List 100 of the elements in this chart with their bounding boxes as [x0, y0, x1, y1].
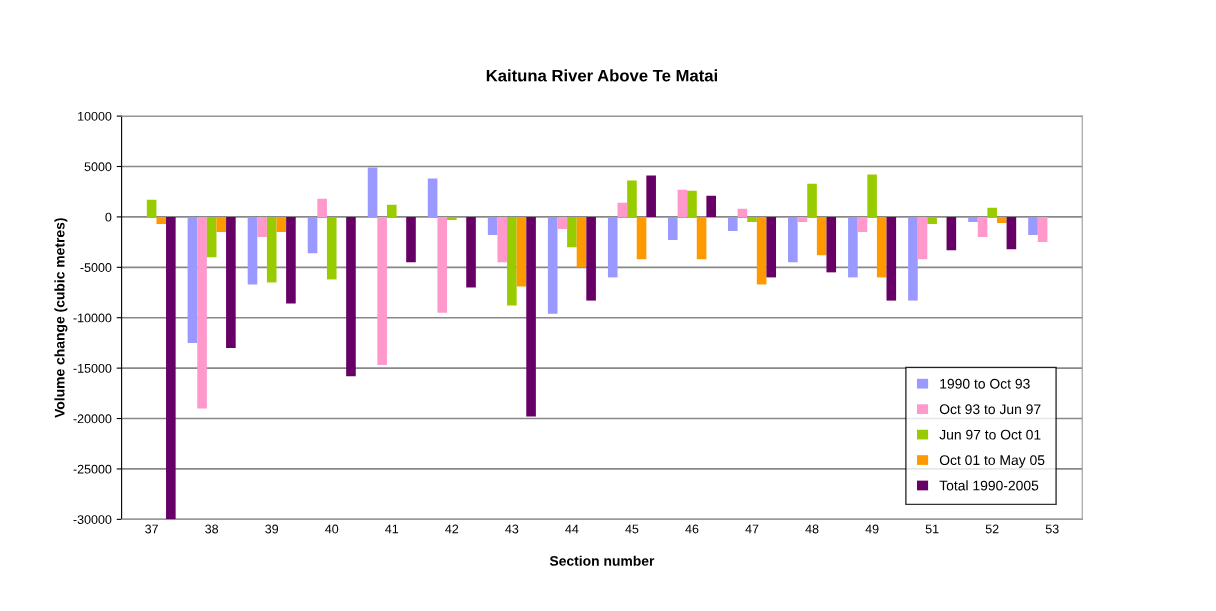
bar [367, 167, 378, 217]
bar [427, 178, 438, 217]
bar [826, 216, 837, 273]
bar [386, 204, 397, 217]
bar [226, 216, 236, 348]
bar [857, 216, 868, 233]
x-tick-label: 37 [145, 524, 158, 534]
bar [987, 207, 997, 217]
bar [667, 216, 678, 241]
bar [696, 216, 707, 260]
bar [977, 216, 988, 238]
x-axis-title: Section number [549, 555, 655, 566]
x-tick-label: 38 [205, 524, 219, 534]
bar [1028, 216, 1038, 236]
bar [197, 216, 207, 409]
legend-label: Jun 97 to Oct 01 [939, 429, 1041, 440]
bar [166, 216, 176, 520]
bar [377, 216, 387, 366]
bar [766, 216, 777, 278]
bar [996, 216, 1007, 223]
bar [317, 198, 327, 217]
bar [848, 216, 858, 278]
bar [968, 216, 978, 222]
chart-title: Kaituna River Above Te Matai [486, 69, 717, 82]
bar [406, 216, 416, 263]
y-tick-label: -5000 [80, 263, 112, 272]
x-tick-label: 51 [925, 524, 939, 534]
bar [206, 216, 217, 258]
bar [286, 216, 296, 304]
bar [1037, 216, 1048, 243]
x-tick-label: 48 [805, 524, 819, 534]
bar [756, 216, 767, 285]
bar [576, 216, 587, 268]
bar [706, 195, 716, 217]
legend-label: Oct 01 to May 05 [939, 455, 1045, 468]
x-tick-label: 46 [685, 524, 699, 534]
x-tick-label: 49 [865, 524, 879, 534]
bar [466, 216, 476, 288]
bar [927, 216, 937, 224]
y-tick-label: -30000 [73, 515, 112, 524]
bar [257, 216, 267, 238]
bar [557, 216, 568, 229]
legend-label: 1990 to Oct 93 [940, 378, 1030, 389]
legend-label: Total 1990-2005 [939, 480, 1039, 491]
bar [816, 216, 827, 256]
legend-label: Oct 93 to Jun 97 [939, 404, 1041, 415]
bar [617, 202, 628, 217]
bar [788, 216, 798, 263]
x-tick-label: 53 [1045, 524, 1059, 534]
y-tick-label: 5000 [84, 162, 112, 172]
y-tick-label: 10000 [78, 111, 112, 121]
bar [586, 216, 596, 301]
bar [487, 216, 498, 236]
bar [867, 174, 877, 217]
bar [646, 175, 656, 217]
bar [247, 216, 258, 285]
bar [497, 216, 508, 263]
bar [807, 183, 817, 217]
y-tick-label: 0 [105, 212, 112, 222]
bar [146, 199, 157, 217]
bar [737, 208, 748, 217]
x-tick-label: 44 [565, 524, 579, 534]
bar [266, 216, 277, 283]
y-tick-label: -25000 [73, 464, 112, 474]
bar [156, 216, 167, 224]
x-tick-label: 43 [505, 524, 519, 534]
bar [276, 216, 287, 233]
bar [636, 216, 647, 260]
bar [216, 216, 227, 233]
y-tick-label: -10000 [73, 313, 112, 323]
bar [677, 189, 688, 217]
x-tick-label: 40 [325, 524, 339, 534]
x-tick-label: 39 [265, 524, 279, 534]
bar [307, 216, 318, 254]
bar [437, 216, 448, 313]
bar [946, 216, 957, 251]
x-tick-label: 47 [745, 524, 759, 534]
bar [747, 216, 757, 222]
bar [1006, 216, 1017, 250]
y-tick-label: -20000 [73, 414, 112, 424]
bar [607, 216, 618, 278]
bar [908, 216, 918, 301]
x-tick-label: 52 [985, 524, 999, 534]
y-axis-title: Volume change (cubic metres) [54, 218, 68, 418]
x-tick-label: 45 [625, 524, 639, 534]
bar [326, 216, 337, 280]
bar [516, 216, 527, 287]
bar [547, 216, 558, 314]
bar [886, 216, 897, 301]
y-tick-label: -15000 [73, 363, 112, 373]
bar [567, 216, 577, 248]
bar [507, 216, 517, 306]
bar [526, 216, 536, 417]
bar [447, 216, 457, 220]
bar [876, 216, 887, 278]
x-tick-label: 42 [445, 524, 459, 534]
bar [728, 216, 738, 232]
bar [917, 216, 928, 260]
x-tick-label: 41 [385, 524, 399, 534]
bar [627, 180, 637, 217]
